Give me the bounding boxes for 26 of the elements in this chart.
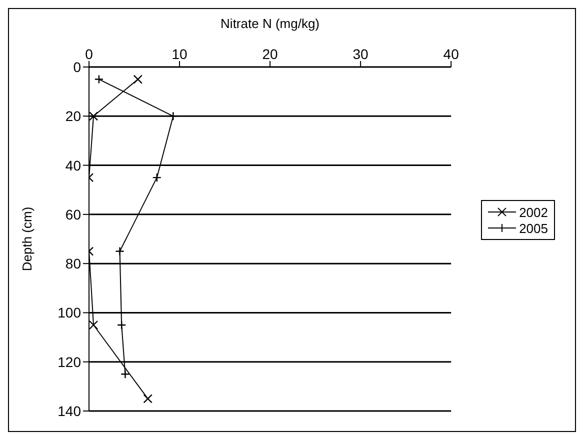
x-tick-label: 40 — [443, 46, 460, 62]
x-axis-title: Nitrate N (mg/kg) — [220, 16, 320, 32]
y-tick-label: 0 — [73, 58, 82, 75]
point — [115, 246, 124, 256]
point — [94, 74, 104, 84]
y-tick-label: 40 — [65, 157, 82, 174]
x-tick-label: 30 — [352, 46, 369, 62]
point — [152, 172, 162, 182]
point — [120, 370, 130, 379]
y-axis-title: Depth (cm) — [20, 206, 35, 272]
y-tick-label: 20 — [65, 108, 82, 124]
point — [143, 394, 152, 404]
y-tick-label: 100 — [58, 304, 82, 321]
point — [133, 74, 142, 84]
y-tick-label: 60 — [65, 206, 82, 222]
point — [89, 112, 98, 121]
y-tick-label: 140 — [58, 402, 82, 419]
x-tick-label: 10 — [172, 46, 188, 62]
point — [116, 320, 126, 330]
legend-label: 2002 — [519, 204, 548, 220]
x-tick-label: 20 — [262, 46, 278, 62]
y-tick-label: 80 — [65, 256, 82, 272]
point — [89, 320, 98, 330]
y-tick-label: 120 — [58, 354, 82, 370]
x-tick-label: 0 — [85, 46, 94, 62]
legend-label: 2005 — [519, 220, 548, 236]
